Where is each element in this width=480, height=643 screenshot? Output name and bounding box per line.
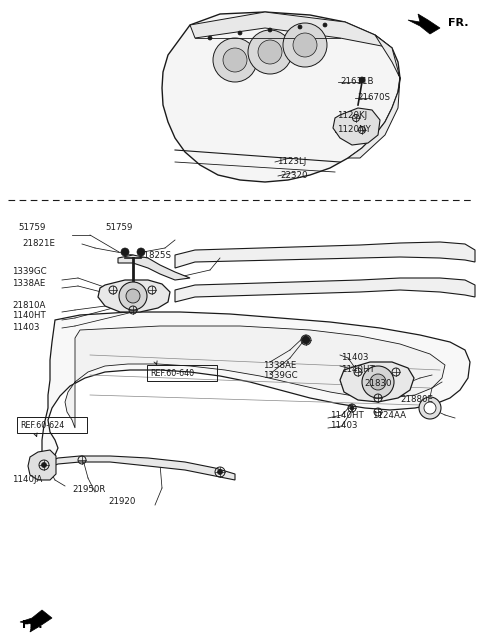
Text: 1123LJ: 1123LJ bbox=[277, 158, 306, 167]
Circle shape bbox=[359, 77, 365, 83]
Polygon shape bbox=[348, 35, 400, 158]
Text: 51759: 51759 bbox=[105, 224, 132, 233]
Text: 1140HT: 1140HT bbox=[330, 410, 364, 419]
Text: 1338AE: 1338AE bbox=[263, 361, 296, 370]
Circle shape bbox=[248, 30, 292, 74]
Circle shape bbox=[258, 40, 282, 64]
Text: 11403: 11403 bbox=[12, 323, 39, 332]
Text: 1140HT: 1140HT bbox=[341, 365, 375, 374]
Text: 21880E: 21880E bbox=[400, 395, 433, 404]
Circle shape bbox=[350, 406, 354, 410]
Circle shape bbox=[293, 33, 317, 57]
Polygon shape bbox=[333, 108, 380, 145]
Text: 21825S: 21825S bbox=[138, 251, 171, 260]
Circle shape bbox=[208, 36, 212, 40]
Text: 1124AA: 1124AA bbox=[372, 410, 406, 419]
Circle shape bbox=[362, 366, 394, 398]
Text: REF.60-624: REF.60-624 bbox=[20, 421, 64, 430]
Text: 21821E: 21821E bbox=[22, 239, 55, 248]
Circle shape bbox=[370, 374, 386, 390]
Text: 21920: 21920 bbox=[108, 498, 135, 507]
Text: FR.: FR. bbox=[22, 620, 43, 630]
Circle shape bbox=[217, 469, 223, 475]
Text: 11403: 11403 bbox=[330, 422, 358, 431]
Text: 21670S: 21670S bbox=[357, 93, 390, 102]
Circle shape bbox=[298, 25, 302, 29]
Circle shape bbox=[323, 23, 327, 27]
Circle shape bbox=[302, 336, 310, 344]
Text: 21830: 21830 bbox=[364, 379, 392, 388]
Polygon shape bbox=[162, 12, 400, 182]
Text: 11403: 11403 bbox=[341, 354, 369, 363]
Circle shape bbox=[121, 248, 129, 256]
Polygon shape bbox=[98, 280, 170, 312]
Circle shape bbox=[223, 48, 247, 72]
Polygon shape bbox=[175, 278, 475, 302]
Circle shape bbox=[126, 289, 140, 303]
Polygon shape bbox=[28, 450, 56, 480]
Polygon shape bbox=[190, 12, 392, 48]
Text: REF.60-640: REF.60-640 bbox=[150, 368, 194, 377]
Text: 21950R: 21950R bbox=[72, 485, 106, 494]
Text: 21810A: 21810A bbox=[12, 300, 46, 309]
Circle shape bbox=[283, 23, 327, 67]
Polygon shape bbox=[65, 326, 445, 428]
Circle shape bbox=[424, 402, 436, 414]
Polygon shape bbox=[20, 610, 52, 632]
Circle shape bbox=[41, 462, 47, 467]
Text: 1140HT: 1140HT bbox=[12, 311, 46, 320]
Circle shape bbox=[119, 282, 147, 310]
Polygon shape bbox=[408, 14, 440, 34]
Text: 1120KJ: 1120KJ bbox=[337, 111, 367, 120]
Text: 1338AE: 1338AE bbox=[12, 278, 46, 287]
Text: FR.: FR. bbox=[448, 18, 468, 28]
Circle shape bbox=[419, 397, 441, 419]
Text: 51759: 51759 bbox=[18, 224, 46, 233]
Text: 1339GC: 1339GC bbox=[12, 267, 47, 276]
Text: 22320: 22320 bbox=[280, 172, 308, 181]
Polygon shape bbox=[175, 242, 475, 268]
Text: 1120NY: 1120NY bbox=[337, 125, 371, 134]
Circle shape bbox=[238, 31, 242, 35]
Text: 1339GC: 1339GC bbox=[263, 372, 298, 381]
Polygon shape bbox=[340, 362, 414, 402]
Circle shape bbox=[213, 38, 257, 82]
Text: 1140JA: 1140JA bbox=[12, 476, 42, 484]
Circle shape bbox=[268, 28, 272, 32]
Polygon shape bbox=[48, 456, 235, 480]
Polygon shape bbox=[118, 255, 190, 280]
Circle shape bbox=[137, 248, 145, 256]
Text: 21611B: 21611B bbox=[340, 78, 373, 87]
Polygon shape bbox=[42, 312, 470, 462]
